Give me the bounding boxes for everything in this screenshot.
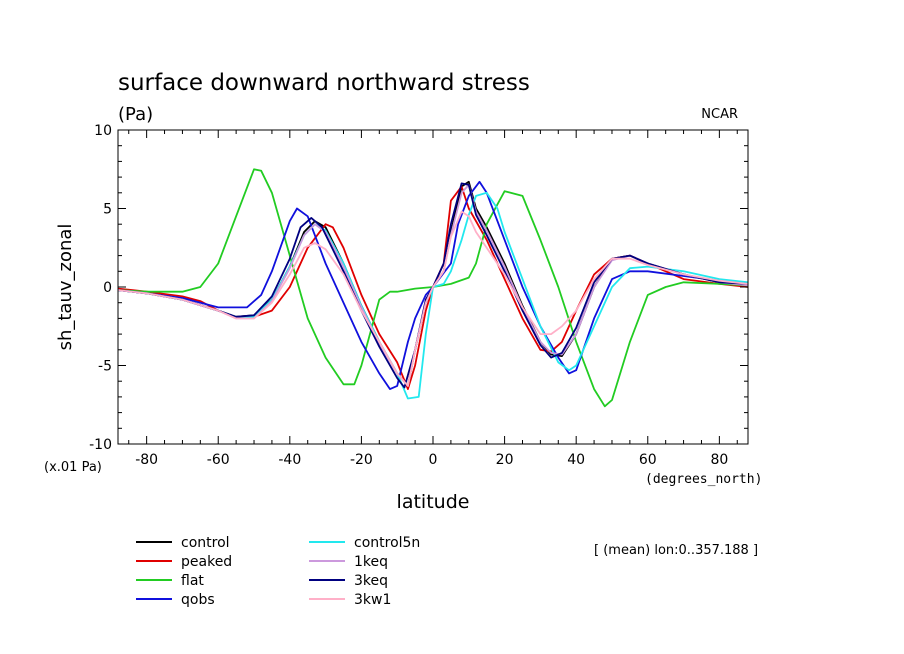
series-line-3keq (118, 182, 748, 389)
chart-subtitle: (Pa) (118, 104, 153, 125)
x-tick-label: 0 (429, 452, 438, 468)
series-line-3kw1 (118, 210, 748, 387)
y-axis-label: sh_tauv_zonal (55, 224, 76, 351)
y-tick-label: 0 (103, 280, 112, 296)
legend-label-3kw1: 3kw1 (354, 592, 391, 608)
series-line-flat (118, 168, 748, 408)
series-line-control5n (118, 191, 748, 400)
y-tick-label: 10 (94, 123, 112, 139)
x-tick-label: 80 (710, 452, 728, 468)
series-line-control (118, 180, 748, 387)
legend-label-qobs: qobs (181, 592, 215, 608)
x-tick-label: -80 (135, 452, 158, 468)
y-tick-label: 5 (103, 202, 112, 218)
x-tick-label: 40 (567, 452, 585, 468)
legend-label-peaked: peaked (181, 554, 232, 570)
series-line-qobs (118, 180, 748, 391)
legend-label-flat: flat (181, 573, 204, 589)
y-tick-label: -5 (98, 359, 112, 375)
credit-label: NCAR (701, 107, 738, 122)
legend-label-control: control (181, 535, 230, 551)
x-tick-label: -20 (350, 452, 373, 468)
y-tick-label: -10 (89, 437, 112, 453)
chart-title: surface downward northward stress (118, 70, 530, 96)
x-units-label: (degrees_north) (645, 472, 762, 487)
y-units-label: (x.01 Pa) (44, 460, 102, 475)
legend-label-1keq: 1keq (354, 554, 388, 570)
legend-label-control5n: control5n (354, 535, 420, 551)
x-tick-label: -60 (207, 452, 230, 468)
x-tick-label: -40 (278, 452, 301, 468)
x-axis-label: latitude (397, 491, 470, 513)
x-tick-label: 60 (639, 452, 657, 468)
x-tick-label: 20 (496, 452, 514, 468)
legend-label-3keq: 3keq (354, 573, 388, 589)
legend: control peaked flat qobs control5n 1keq 3keq 3k… (136, 535, 420, 608)
annotation-label: [ (mean) lon:0..357.188 ] (594, 543, 758, 558)
